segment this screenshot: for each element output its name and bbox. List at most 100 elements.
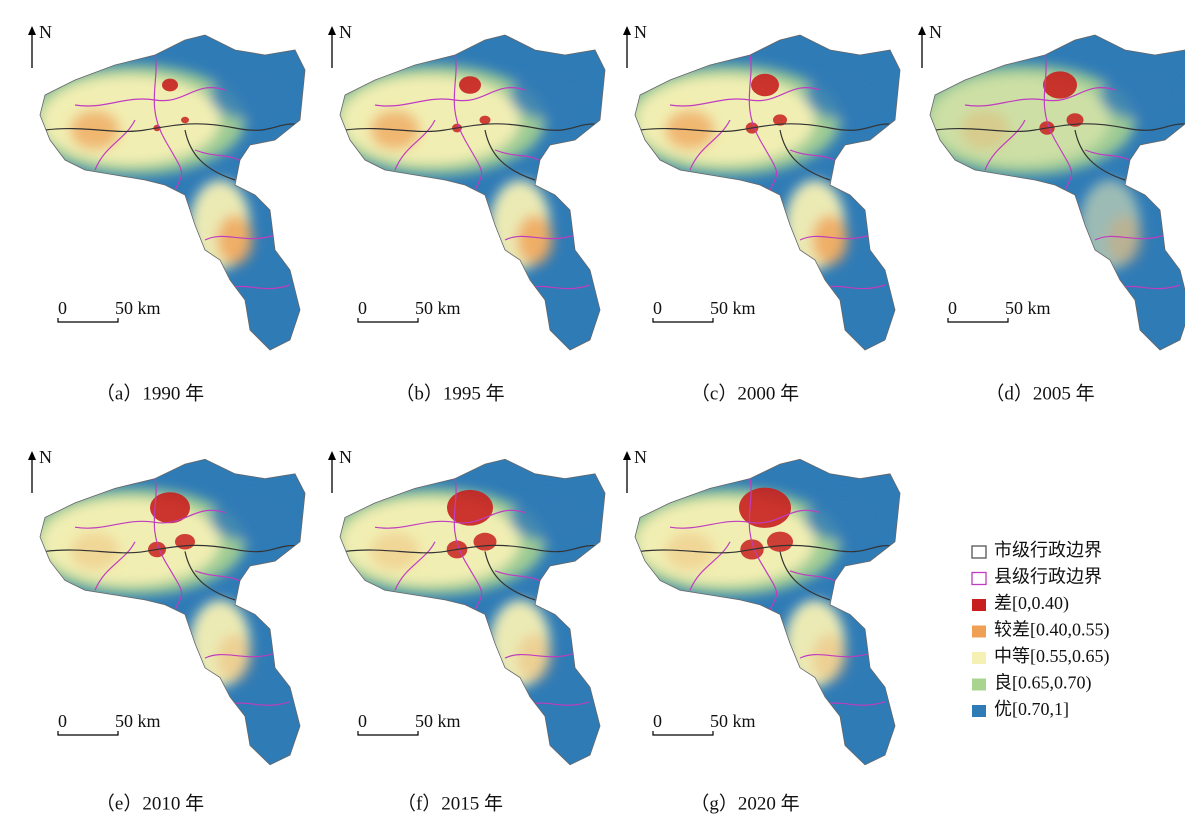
city-boundary xyxy=(44,544,304,601)
legend-label: 县级行政边界 xyxy=(994,567,1102,587)
scale-bar xyxy=(57,318,119,323)
scale-end: 50 km xyxy=(415,711,461,731)
map-fill xyxy=(40,459,305,765)
scale-bar xyxy=(357,318,419,323)
scale-end: 50 km xyxy=(415,298,461,318)
map xyxy=(634,34,901,351)
zone xyxy=(517,215,553,265)
map-panel: N 0 50 km （a）1990 年 xyxy=(28,22,306,404)
city-boundary xyxy=(639,544,899,601)
scale-start: 0 xyxy=(653,298,662,318)
scale-end: 50 km xyxy=(710,711,756,731)
map-fill xyxy=(40,35,305,350)
zone xyxy=(812,215,848,265)
urban xyxy=(162,78,178,92)
map-fill xyxy=(635,459,900,765)
north-label: N xyxy=(634,22,647,42)
urban xyxy=(473,532,497,551)
urban xyxy=(767,531,793,552)
county-boundary xyxy=(669,478,886,708)
scale-bar xyxy=(947,318,1009,323)
scale-end: 50 km xyxy=(710,298,756,318)
scale-bar xyxy=(357,731,419,736)
map-body xyxy=(340,35,605,350)
north-label: N xyxy=(929,22,942,42)
scale-start: 0 xyxy=(58,711,67,731)
scale-end: 50 km xyxy=(115,298,161,318)
legend-label: 较差[0.40,0.55) xyxy=(994,620,1110,641)
map-texture xyxy=(340,65,590,270)
north-label: N xyxy=(634,447,647,467)
zone xyxy=(812,633,848,683)
map-body xyxy=(340,459,605,765)
legend-swatch xyxy=(972,599,986,611)
north-label: N xyxy=(39,447,52,467)
map xyxy=(39,34,306,351)
map-panel: N 0 50 km （f）2015 年 xyxy=(328,447,606,814)
map-panel: N 0 50 km （e）2010 年 xyxy=(28,447,306,814)
urban xyxy=(751,73,779,97)
city-boundary xyxy=(344,544,604,601)
zone xyxy=(517,633,553,683)
north-arrow-head xyxy=(918,26,926,35)
zone xyxy=(217,633,253,683)
panel-caption: （e）2010 年 xyxy=(96,792,204,814)
scale-start: 0 xyxy=(653,711,662,731)
city-boundary xyxy=(639,123,899,181)
scale-start: 0 xyxy=(58,298,67,318)
map-body xyxy=(635,35,900,350)
north-arrow-head xyxy=(623,26,631,35)
panel-caption: （d）2005 年 xyxy=(985,382,1094,404)
scale-start: 0 xyxy=(948,298,957,318)
map-texture xyxy=(930,65,1180,270)
map xyxy=(339,34,606,351)
city-boundary xyxy=(44,123,304,181)
zone xyxy=(1107,215,1143,265)
zone xyxy=(805,70,885,120)
county-boundary xyxy=(964,54,1181,291)
scale-start: 0 xyxy=(358,298,367,318)
north-arrow-head xyxy=(328,26,336,35)
map-body xyxy=(40,459,305,765)
legend-swatch xyxy=(972,678,986,691)
panel-caption: （f）2015 年 xyxy=(397,792,503,814)
county-boundary xyxy=(374,54,591,291)
legend-swatch xyxy=(972,652,986,664)
urban xyxy=(1043,71,1077,99)
scale-start: 0 xyxy=(358,711,367,731)
urban xyxy=(447,489,493,526)
map-fill xyxy=(340,459,605,765)
legend-label: 中等[0.55,0.65) xyxy=(994,646,1110,667)
county-boundary xyxy=(74,478,291,708)
map-panel: N 0 50 km （d）2005 年 xyxy=(918,22,1185,404)
scale-bar xyxy=(652,731,714,736)
scale-end: 50 km xyxy=(115,711,161,731)
panel-caption: （g）2020 年 xyxy=(690,792,799,814)
county-boundary xyxy=(74,54,291,291)
map-texture xyxy=(635,65,885,270)
map xyxy=(339,458,606,766)
zone xyxy=(805,493,885,542)
map xyxy=(634,458,901,766)
north-arrow-head xyxy=(28,451,36,460)
map-panel: N 0 50 km （c）2000 年 xyxy=(623,22,901,404)
urban xyxy=(181,116,189,124)
urban xyxy=(479,115,491,125)
urban xyxy=(739,487,791,528)
panel-caption: （b）1995 年 xyxy=(395,382,504,404)
legend-label: 良[0.65,0.70) xyxy=(994,673,1092,694)
map xyxy=(39,458,306,766)
zone xyxy=(217,215,253,265)
panel-caption: （a）1990 年 xyxy=(96,382,204,404)
map-body xyxy=(40,35,305,350)
urban xyxy=(773,114,787,126)
map-texture xyxy=(40,65,290,270)
zone xyxy=(210,493,290,542)
panel-caption: （c）2000 年 xyxy=(691,382,799,404)
legend-label: 差[0,0.40) xyxy=(994,593,1069,614)
urban xyxy=(150,492,190,524)
city-boundary xyxy=(934,123,1185,181)
map-panel: N 0 50 km （b）1995 年 xyxy=(328,22,606,404)
